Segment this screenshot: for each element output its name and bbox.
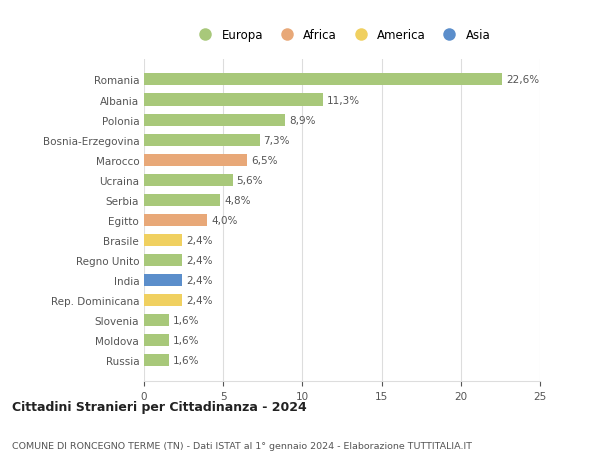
Text: 6,5%: 6,5% [251,155,277,165]
Bar [144,354,169,366]
Bar [144,214,208,226]
Text: 1,6%: 1,6% [173,336,200,345]
Bar [144,314,169,326]
Text: 5,6%: 5,6% [236,175,263,185]
Text: 2,4%: 2,4% [186,235,212,245]
Text: 2,4%: 2,4% [186,275,212,285]
Bar [144,174,233,186]
Bar [144,334,169,347]
Bar [144,194,220,206]
Text: 1,6%: 1,6% [173,315,200,325]
Bar [144,254,182,266]
Bar [144,154,247,166]
Bar [144,134,260,146]
Bar [144,114,285,126]
Text: 2,4%: 2,4% [186,295,212,305]
Bar [144,74,502,86]
Bar [144,294,182,306]
Text: 1,6%: 1,6% [173,355,200,365]
Text: 4,8%: 4,8% [224,196,250,205]
Text: Cittadini Stranieri per Cittadinanza - 2024: Cittadini Stranieri per Cittadinanza - 2… [12,400,307,413]
Text: 8,9%: 8,9% [289,115,316,125]
Legend: Europa, Africa, America, Asia: Europa, Africa, America, Asia [191,27,493,45]
Text: 11,3%: 11,3% [327,95,360,105]
Text: 2,4%: 2,4% [186,255,212,265]
Bar [144,235,182,246]
Bar [144,274,182,286]
Text: 22,6%: 22,6% [506,75,539,85]
Text: 7,3%: 7,3% [263,135,290,146]
Bar [144,94,323,106]
Text: COMUNE DI RONCEGNO TERME (TN) - Dati ISTAT al 1° gennaio 2024 - Elaborazione TUT: COMUNE DI RONCEGNO TERME (TN) - Dati IST… [12,441,472,450]
Text: 4,0%: 4,0% [211,215,238,225]
